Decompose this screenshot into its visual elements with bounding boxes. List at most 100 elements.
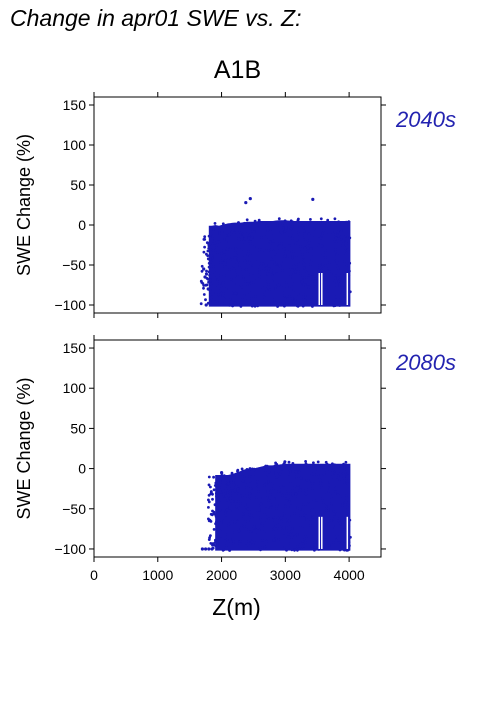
plot-frame	[93, 96, 382, 314]
scatter-point	[216, 510, 219, 514]
scatter-point	[231, 501, 235, 505]
scatter-point	[310, 293, 314, 297]
scatter-point	[338, 476, 342, 480]
scatter-point	[253, 301, 256, 304]
scatter-point	[325, 523, 328, 526]
scatter-point	[280, 302, 284, 306]
scatter-point	[311, 280, 314, 283]
scatter-point	[253, 304, 257, 308]
scatter-point	[300, 526, 304, 530]
scatter-point	[229, 496, 232, 500]
scatter-point	[207, 243, 211, 246]
scatter-point	[289, 492, 292, 495]
scatter-point	[290, 530, 293, 534]
scatter-point	[298, 540, 302, 544]
scatter-point	[312, 475, 316, 479]
scatter-point	[317, 512, 321, 516]
scatter-point	[278, 475, 282, 478]
scatter-point	[256, 485, 260, 488]
scatter-point	[342, 270, 346, 273]
scatter-point	[274, 248, 278, 251]
scatter-point	[262, 290, 266, 294]
scatter-point	[309, 535, 313, 538]
scatter-point	[297, 232, 301, 236]
scatter-point	[233, 497, 236, 501]
scatter-point	[208, 273, 212, 277]
scatter-point	[225, 263, 229, 266]
scatter-point	[305, 230, 309, 234]
scatter-point	[239, 539, 243, 543]
scatter-point	[246, 299, 250, 303]
scatter-point	[327, 509, 330, 513]
scatter-point	[310, 221, 314, 225]
scatter-point	[338, 472, 342, 476]
scatter-point	[237, 537, 240, 541]
scatter-point	[337, 234, 341, 238]
scatter-point	[246, 273, 250, 276]
scatter-point	[318, 264, 322, 267]
scatter-point	[226, 229, 230, 233]
scatter-point	[273, 494, 277, 498]
scatter-point	[332, 290, 336, 294]
scatter-point	[233, 531, 237, 534]
scatter-point	[213, 222, 217, 225]
scatter-point	[315, 468, 319, 471]
scatter-point	[343, 477, 346, 481]
scatter-point	[266, 489, 270, 493]
scatter-point	[272, 538, 276, 542]
scatter-point	[304, 460, 307, 463]
scatter-point	[222, 544, 226, 548]
scatter-point	[240, 512, 244, 516]
scatter-point	[230, 265, 234, 269]
scatter-point	[289, 523, 293, 527]
scatter-point	[283, 304, 286, 308]
scatter-point	[272, 302, 275, 306]
scatter-point	[271, 518, 274, 522]
scatter-point	[274, 287, 278, 291]
scatter-point	[227, 278, 231, 281]
scatter-point	[265, 518, 268, 522]
scatter-point	[248, 264, 252, 268]
scatter-point	[249, 237, 253, 241]
scatter-point	[239, 305, 243, 308]
scatter-point	[298, 303, 301, 307]
scatter-point	[343, 468, 346, 471]
scatter-point	[319, 507, 322, 511]
scatter-point	[281, 493, 284, 497]
scatter-point	[306, 502, 309, 506]
scatter-point	[219, 274, 223, 277]
scatter-point	[222, 474, 226, 478]
scatter-point	[270, 489, 273, 492]
scatter-point	[321, 466, 325, 469]
scatter-point	[322, 228, 325, 232]
scatter-point	[263, 222, 267, 226]
scatter-point	[301, 493, 305, 497]
scatter-point	[275, 463, 279, 466]
scatter-point	[262, 510, 266, 514]
scatter-point	[274, 244, 278, 248]
scatter-point	[234, 247, 238, 251]
scatter-point	[211, 261, 215, 265]
scatter-point	[215, 231, 219, 235]
scatter-point	[231, 538, 235, 541]
scatter-point	[278, 248, 281, 252]
scatter-point	[206, 287, 210, 291]
scatter-point	[328, 467, 331, 471]
scatter-point	[335, 259, 339, 262]
scatter-point	[241, 297, 245, 301]
scatter-point	[336, 465, 340, 469]
scatter-point	[258, 508, 261, 512]
scatter-point	[248, 492, 252, 495]
scatter-point	[348, 261, 352, 265]
scatter-point	[283, 294, 286, 298]
scatter-point	[239, 248, 243, 252]
scatter-point	[224, 240, 228, 244]
scatter-point	[283, 512, 286, 516]
scatter-point	[313, 299, 317, 303]
scatter-point	[259, 278, 263, 282]
scatter-point	[323, 247, 327, 251]
scatter-point	[202, 293, 206, 296]
scatter-point	[299, 274, 303, 277]
scatter-point	[276, 516, 280, 520]
scatter-point	[236, 254, 240, 258]
